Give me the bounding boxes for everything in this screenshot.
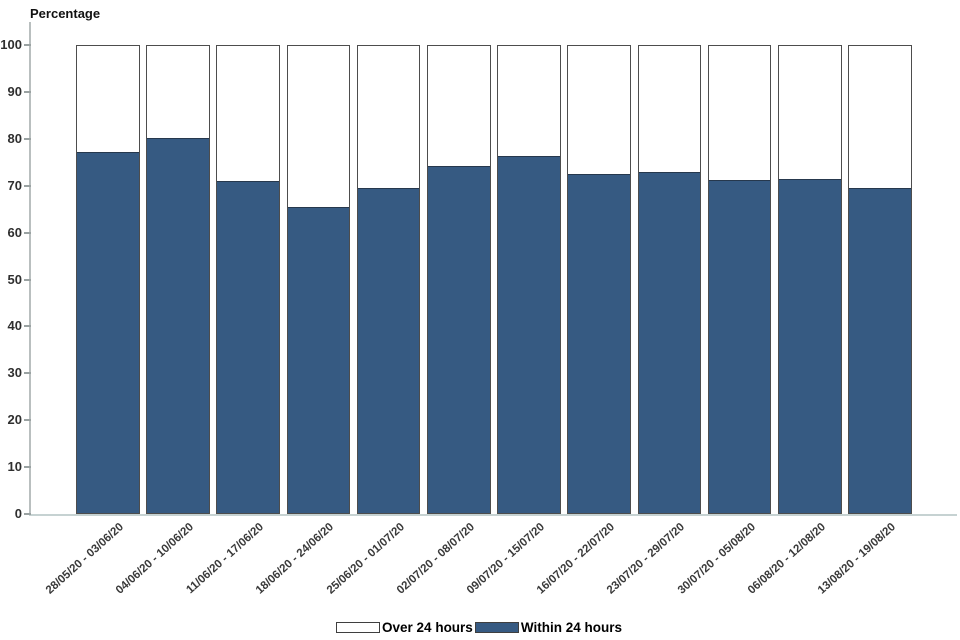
y-tick-mark-0: [24, 513, 31, 515]
bar-28-05-20-03-06-20: [76, 45, 140, 514]
bar-segment-within-24-hours-25-06-20-01-07-20: [357, 187, 420, 513]
y-tick-mark-100: [24, 44, 31, 46]
bar-06-08-20-12-08-20: [778, 45, 842, 514]
bar-02-07-20-08-07-20: [427, 45, 491, 514]
legend: Over 24 hours Within 24 hours: [0, 618, 960, 636]
bar-segment-within-24-hours-02-07-20-08-07-20: [428, 166, 490, 513]
y-tick-label-50: 50: [7, 271, 22, 287]
x-axis-line: [29, 514, 957, 516]
bar-11-06-20-17-06-20: [216, 45, 280, 514]
bar-segment-within-24-hours-13-08-20-19-08-20: [849, 187, 911, 513]
y-tick-label-10: 10: [7, 459, 22, 475]
bar-segment-within-24-hours-11-06-20-17-06-20: [217, 180, 279, 513]
y-tick-mark-70: [24, 184, 31, 187]
y-tick-mark-40: [24, 325, 31, 328]
legend-swatch-over-24-hours: [336, 621, 381, 633]
y-axis-line: [29, 22, 31, 515]
bar-25-06-20-01-07-20: [356, 45, 421, 514]
y-tick-label-20: 20: [7, 412, 22, 428]
y-tick-label-80: 80: [7, 130, 22, 146]
bar-13-08-20-19-08-20: [848, 45, 912, 514]
y-tick-mark-30: [24, 372, 31, 375]
y-tick-label-30: 30: [7, 365, 22, 381]
y-tick-label-40: 40: [7, 318, 22, 334]
y-tick-mark-10: [24, 466, 31, 469]
y-tick-mark-60: [24, 231, 31, 234]
bar-segment-within-24-hours-28-05-20-03-06-20: [77, 151, 139, 513]
bar-segment-within-24-hours-04-06-20-10-06-20: [147, 138, 209, 513]
y-tick-label-0: 0: [14, 506, 22, 521]
y-tick-label-90: 90: [7, 83, 22, 99]
bar-16-07-20-22-07-20: [567, 45, 631, 514]
legend-swatch-within-24-hours: [474, 621, 519, 633]
bar-segment-within-24-hours-18-06-20-24-06-20: [287, 206, 350, 513]
y-tick-mark-90: [24, 90, 31, 93]
legend-label-over-24-hours: Over 24 hours: [382, 619, 473, 635]
y-tick-label-70: 70: [7, 177, 22, 193]
bar-segment-within-24-hours-30-07-20-05-08-20: [708, 179, 771, 513]
bar-segment-within-24-hours-23-07-20-29-07-20: [638, 172, 701, 513]
bar-18-06-20-24-06-20: [286, 45, 351, 514]
y-tick-mark-80: [24, 137, 31, 140]
bar-segment-within-24-hours-06-08-20-12-08-20: [779, 178, 841, 513]
y-tick-label-60: 60: [7, 224, 22, 240]
legend-label-within-24-hours: Within 24 hours: [520, 619, 622, 635]
bar-30-07-20-05-08-20: [707, 45, 772, 514]
plot-area: 0 10 20 30 40 50 60 70 80 90 100: [0, 22, 958, 521]
bar-segment-within-24-hours-16-07-20-22-07-20: [568, 173, 630, 513]
y-tick-mark-20: [24, 419, 31, 422]
y-tick-label-100: 100: [0, 37, 22, 52]
bar-09-07-20-15-07-20: [497, 45, 561, 514]
bar-segment-within-24-hours-09-07-20-15-07-20: [498, 156, 560, 513]
y-axis-title: Percentage: [30, 6, 101, 21]
bar-04-06-20-10-06-20: [146, 45, 210, 514]
bar-23-07-20-29-07-20: [637, 45, 702, 514]
y-tick-mark-50: [24, 278, 31, 281]
